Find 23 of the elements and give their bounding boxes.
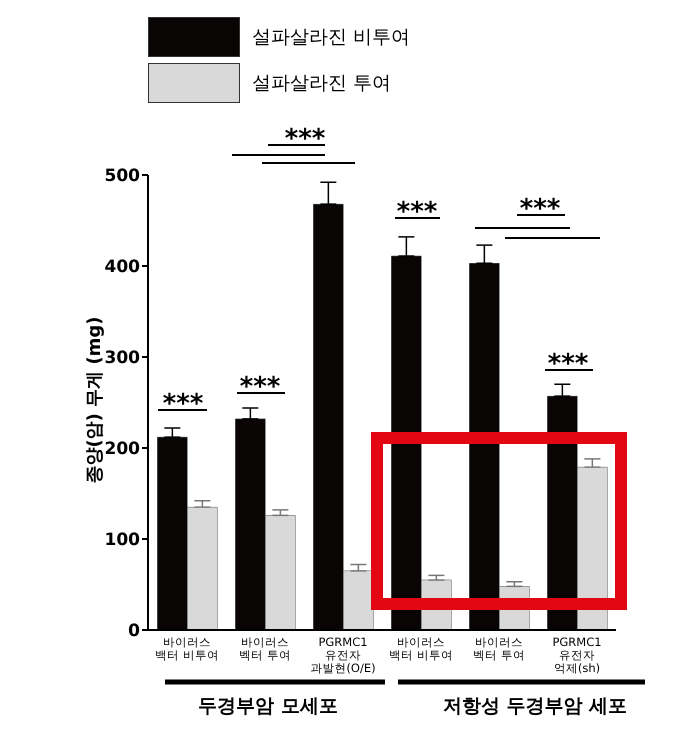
x-tick-label: 바이러스 벡터 투여 xyxy=(239,635,291,662)
y-axis-title: 종양(암) 무게 (mg) xyxy=(84,316,105,484)
legend-label: 설파살라진 비투여 xyxy=(252,25,410,50)
x-tick-label: 바이러스 백터 비투여 xyxy=(389,635,453,662)
x-tick-label: 바이러스 벡터 투여 xyxy=(473,635,525,662)
y-tick-label: 300 xyxy=(104,348,140,368)
y-tick-label: 500 xyxy=(104,166,140,186)
text: 저항성 두경부암 세포 xyxy=(442,695,628,717)
annotation: *** xyxy=(548,349,589,379)
text: *** xyxy=(284,124,326,154)
annotation: *** xyxy=(396,197,438,227)
text: 두경부암 모세포 xyxy=(198,695,338,717)
annotation: *** xyxy=(520,194,561,224)
y-tick-label: 0 xyxy=(128,621,140,642)
annotation: *** xyxy=(162,389,204,419)
legend-label: 설파살라진 투여 xyxy=(252,71,392,96)
x-tick-label: PGRMC1 유전자 억제(sh) xyxy=(552,635,602,675)
y-tick-label: 400 xyxy=(104,257,140,278)
x-tick-label: PGRMC1 유전자 과발현(O/E) xyxy=(310,635,376,675)
annotation: *** xyxy=(240,372,281,402)
y-tick-label: 200 xyxy=(104,439,140,460)
x-tick-label: 바이러스 백터 비투여 xyxy=(155,635,219,662)
y-tick-label: 100 xyxy=(104,530,140,550)
